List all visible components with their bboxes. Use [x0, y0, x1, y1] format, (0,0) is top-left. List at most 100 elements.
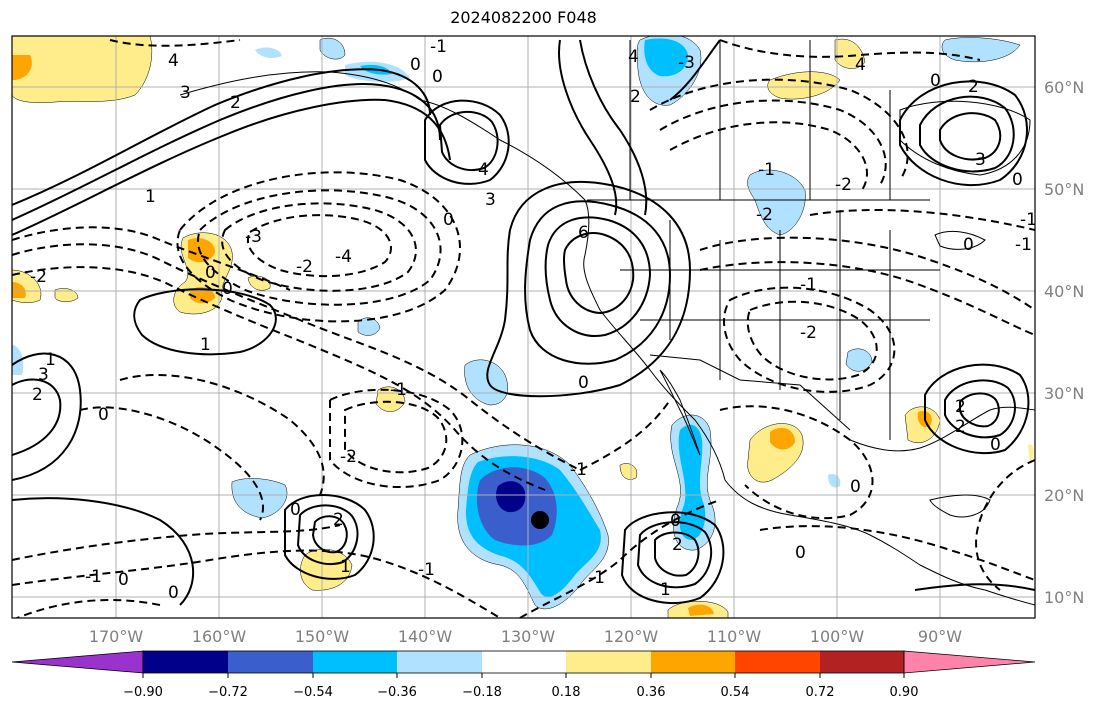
- contour-label: 3: [38, 365, 49, 385]
- us-mexico-border: [649, 354, 851, 431]
- contour-high-130w: [486, 181, 692, 398]
- contour-label: 0: [118, 570, 129, 590]
- colorbar-ticks: [142, 673, 905, 678]
- contour-label: -1: [85, 567, 102, 587]
- contour-label: -1: [570, 460, 587, 480]
- colorbar-segment: [820, 651, 904, 673]
- orange-region-108w: [770, 427, 795, 450]
- contour-low-us-5: [809, 209, 1035, 231]
- contour-low-155w-2: [197, 189, 442, 306]
- contour-label: 0: [930, 71, 941, 91]
- colorbar-tick-label: −0.54: [293, 685, 333, 700]
- lon-label: 130°W: [501, 627, 556, 646]
- lon-label: 90°W: [918, 627, 962, 646]
- contour-west-edge-1: [12, 352, 82, 481]
- contour-low-ne-2: [659, 99, 887, 186]
- baja-peninsula: [659, 369, 701, 456]
- yucatan: [929, 494, 991, 518]
- contour-label: -2: [835, 175, 852, 195]
- contour-low-south-1: [12, 549, 501, 618]
- contour-label: 1: [340, 557, 351, 577]
- contour-label: 3: [485, 190, 496, 210]
- contour-high-85w-south-2: [944, 379, 1016, 439]
- contour-label: 2: [333, 510, 344, 530]
- contour-label: 0: [290, 500, 301, 520]
- contour-label: 1: [660, 580, 671, 600]
- plot-frame: [11, 35, 1036, 619]
- contour-high-150w-low-lat-2: [296, 504, 359, 565]
- contour-label: 0: [98, 405, 109, 425]
- contour-low-north-2: [109, 39, 241, 47]
- contour-low-west-1: [79, 406, 265, 521]
- contour-label: -3: [245, 227, 262, 247]
- contour-low-south-4: [579, 399, 671, 471]
- gridlines: [12, 36, 1035, 618]
- blue-region-140w: [464, 359, 508, 406]
- colorbar-tick-label: 0.54: [721, 685, 750, 700]
- colorbar-tick-label: 0.36: [637, 685, 666, 700]
- contour-label: -2: [340, 447, 357, 467]
- contour-gulf-low: [914, 583, 1035, 591]
- lon-label: 100°W: [810, 627, 865, 646]
- yellow-region-nw: [12, 36, 153, 103]
- lat-label: 60°N: [1044, 78, 1084, 97]
- contour-high-130w-4: [562, 232, 635, 315]
- contour-high-115w-south-3: [654, 531, 700, 577]
- contour-alaska-high: [424, 99, 510, 185]
- contour-high-150w-low-lat-3: [311, 515, 348, 554]
- contour-label: -1: [1020, 210, 1037, 230]
- contour-label: 0: [432, 67, 443, 87]
- blue-region-south: [828, 474, 841, 488]
- contour-low-ne-4: [719, 39, 981, 61]
- contour-high-80w-3: [939, 112, 1002, 161]
- contour-high-150w-low-lat: [284, 494, 375, 580]
- blue-region-150w-north: [319, 37, 346, 60]
- contour-high-80w: [899, 80, 1028, 187]
- contour-low-broad-2: [12, 266, 546, 491]
- blue-region-west-edge: [12, 345, 24, 375]
- contour-low-170w: [14, 599, 161, 618]
- contour-low-135w: [329, 388, 464, 489]
- contour-label: 3: [975, 150, 986, 170]
- yellow-region-100w-north: [767, 71, 841, 100]
- lat-label: 40°N: [1044, 282, 1084, 301]
- colorbar-tick-label: −0.90: [123, 685, 163, 700]
- contour-low-broad-1: [12, 243, 581, 471]
- contour-low-mex-1: [719, 405, 874, 520]
- contour-label: -1: [418, 560, 435, 580]
- blue-region-nw: [255, 47, 282, 58]
- contour-high-115w-south: [620, 511, 725, 605]
- contour-label: 1: [200, 335, 211, 355]
- lon-label: 120°W: [604, 627, 659, 646]
- colorbar-tick-label: −0.18: [462, 685, 502, 700]
- contour-label: 0: [168, 583, 179, 603]
- contour-label: 2: [32, 385, 43, 405]
- contour-label: 0: [990, 435, 1001, 455]
- contour-label: 4: [168, 51, 179, 71]
- contour-label: 4: [855, 55, 866, 75]
- contour-label: 0: [963, 235, 974, 255]
- contour-label: 0: [670, 511, 681, 531]
- blue-region-north-mid: [644, 38, 688, 77]
- lon-label: 170°W: [89, 627, 144, 646]
- contour-label: -1: [430, 37, 447, 57]
- contours-dashed: [12, 39, 1035, 618]
- contour-low-south-2: [12, 524, 341, 561]
- colorbar-frame: [142, 650, 905, 674]
- storm-center-marker: [531, 511, 549, 529]
- contour-low-155w-4: [247, 214, 392, 278]
- contour-label: 2: [955, 417, 966, 437]
- contour-label: 0: [205, 263, 216, 283]
- blue-region-155w: [231, 478, 288, 519]
- contour-low-us-4: [699, 261, 1035, 336]
- contour-label: 0: [578, 373, 589, 393]
- lon-label: 150°W: [295, 627, 350, 646]
- yellow-region-95w-north: [834, 38, 866, 69]
- latitude-labels: 60°N 50°N 40°N 30°N 20°N 10°N: [1044, 78, 1084, 607]
- colorbar: −0.90 −0.72 −0.54 −0.36 −0.18 0.18 0.36 …: [11, 650, 1036, 700]
- lat-label: 10°N: [1044, 588, 1084, 607]
- contour-high-115w-south-2: [636, 521, 713, 589]
- contour-label: 0: [443, 210, 454, 230]
- contour-label: -2: [30, 267, 47, 287]
